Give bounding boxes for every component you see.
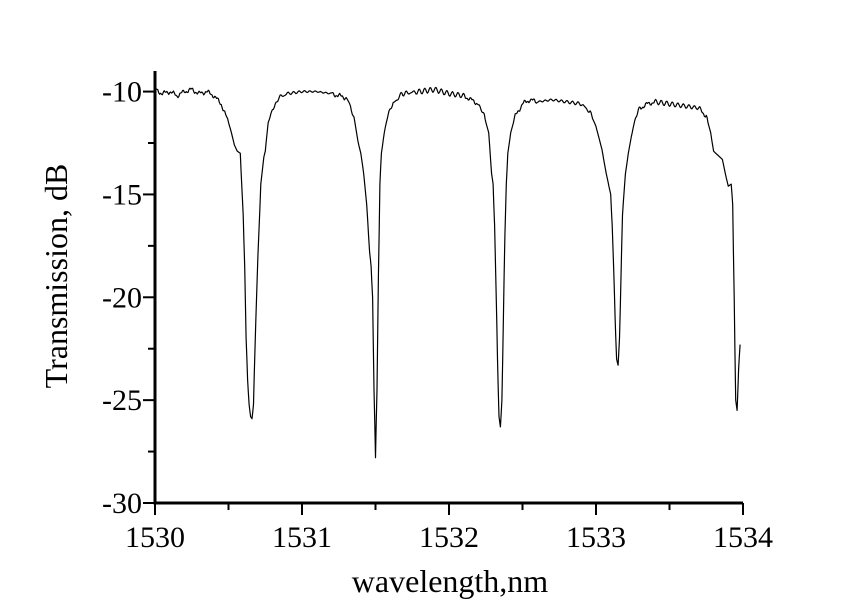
y-tick-label: -15 xyxy=(102,178,142,211)
x-tick-label: 1530 xyxy=(125,521,185,554)
x-tick-label: 1534 xyxy=(713,521,773,554)
y-tick-label: -25 xyxy=(102,384,142,417)
x-tick-label: 1531 xyxy=(272,521,332,554)
y-axis-title: Transmission, dB xyxy=(38,164,74,389)
y-tick-label: -30 xyxy=(102,487,142,520)
x-tick-label: 1532 xyxy=(419,521,479,554)
x-axis-title: wavelength,nm xyxy=(352,563,549,599)
x-tick-labels: 1530 1531 1532 1533 1534 xyxy=(125,521,773,554)
y-tick-labels: -10 -15 -20 -25 -30 xyxy=(102,76,142,520)
y-tick-label: -20 xyxy=(102,281,142,314)
transmission-series-line xyxy=(154,86,741,459)
axes xyxy=(153,71,743,505)
axis-ticks xyxy=(143,90,744,515)
y-tick-label: -10 xyxy=(102,76,142,109)
x-tick-label: 1533 xyxy=(566,521,626,554)
